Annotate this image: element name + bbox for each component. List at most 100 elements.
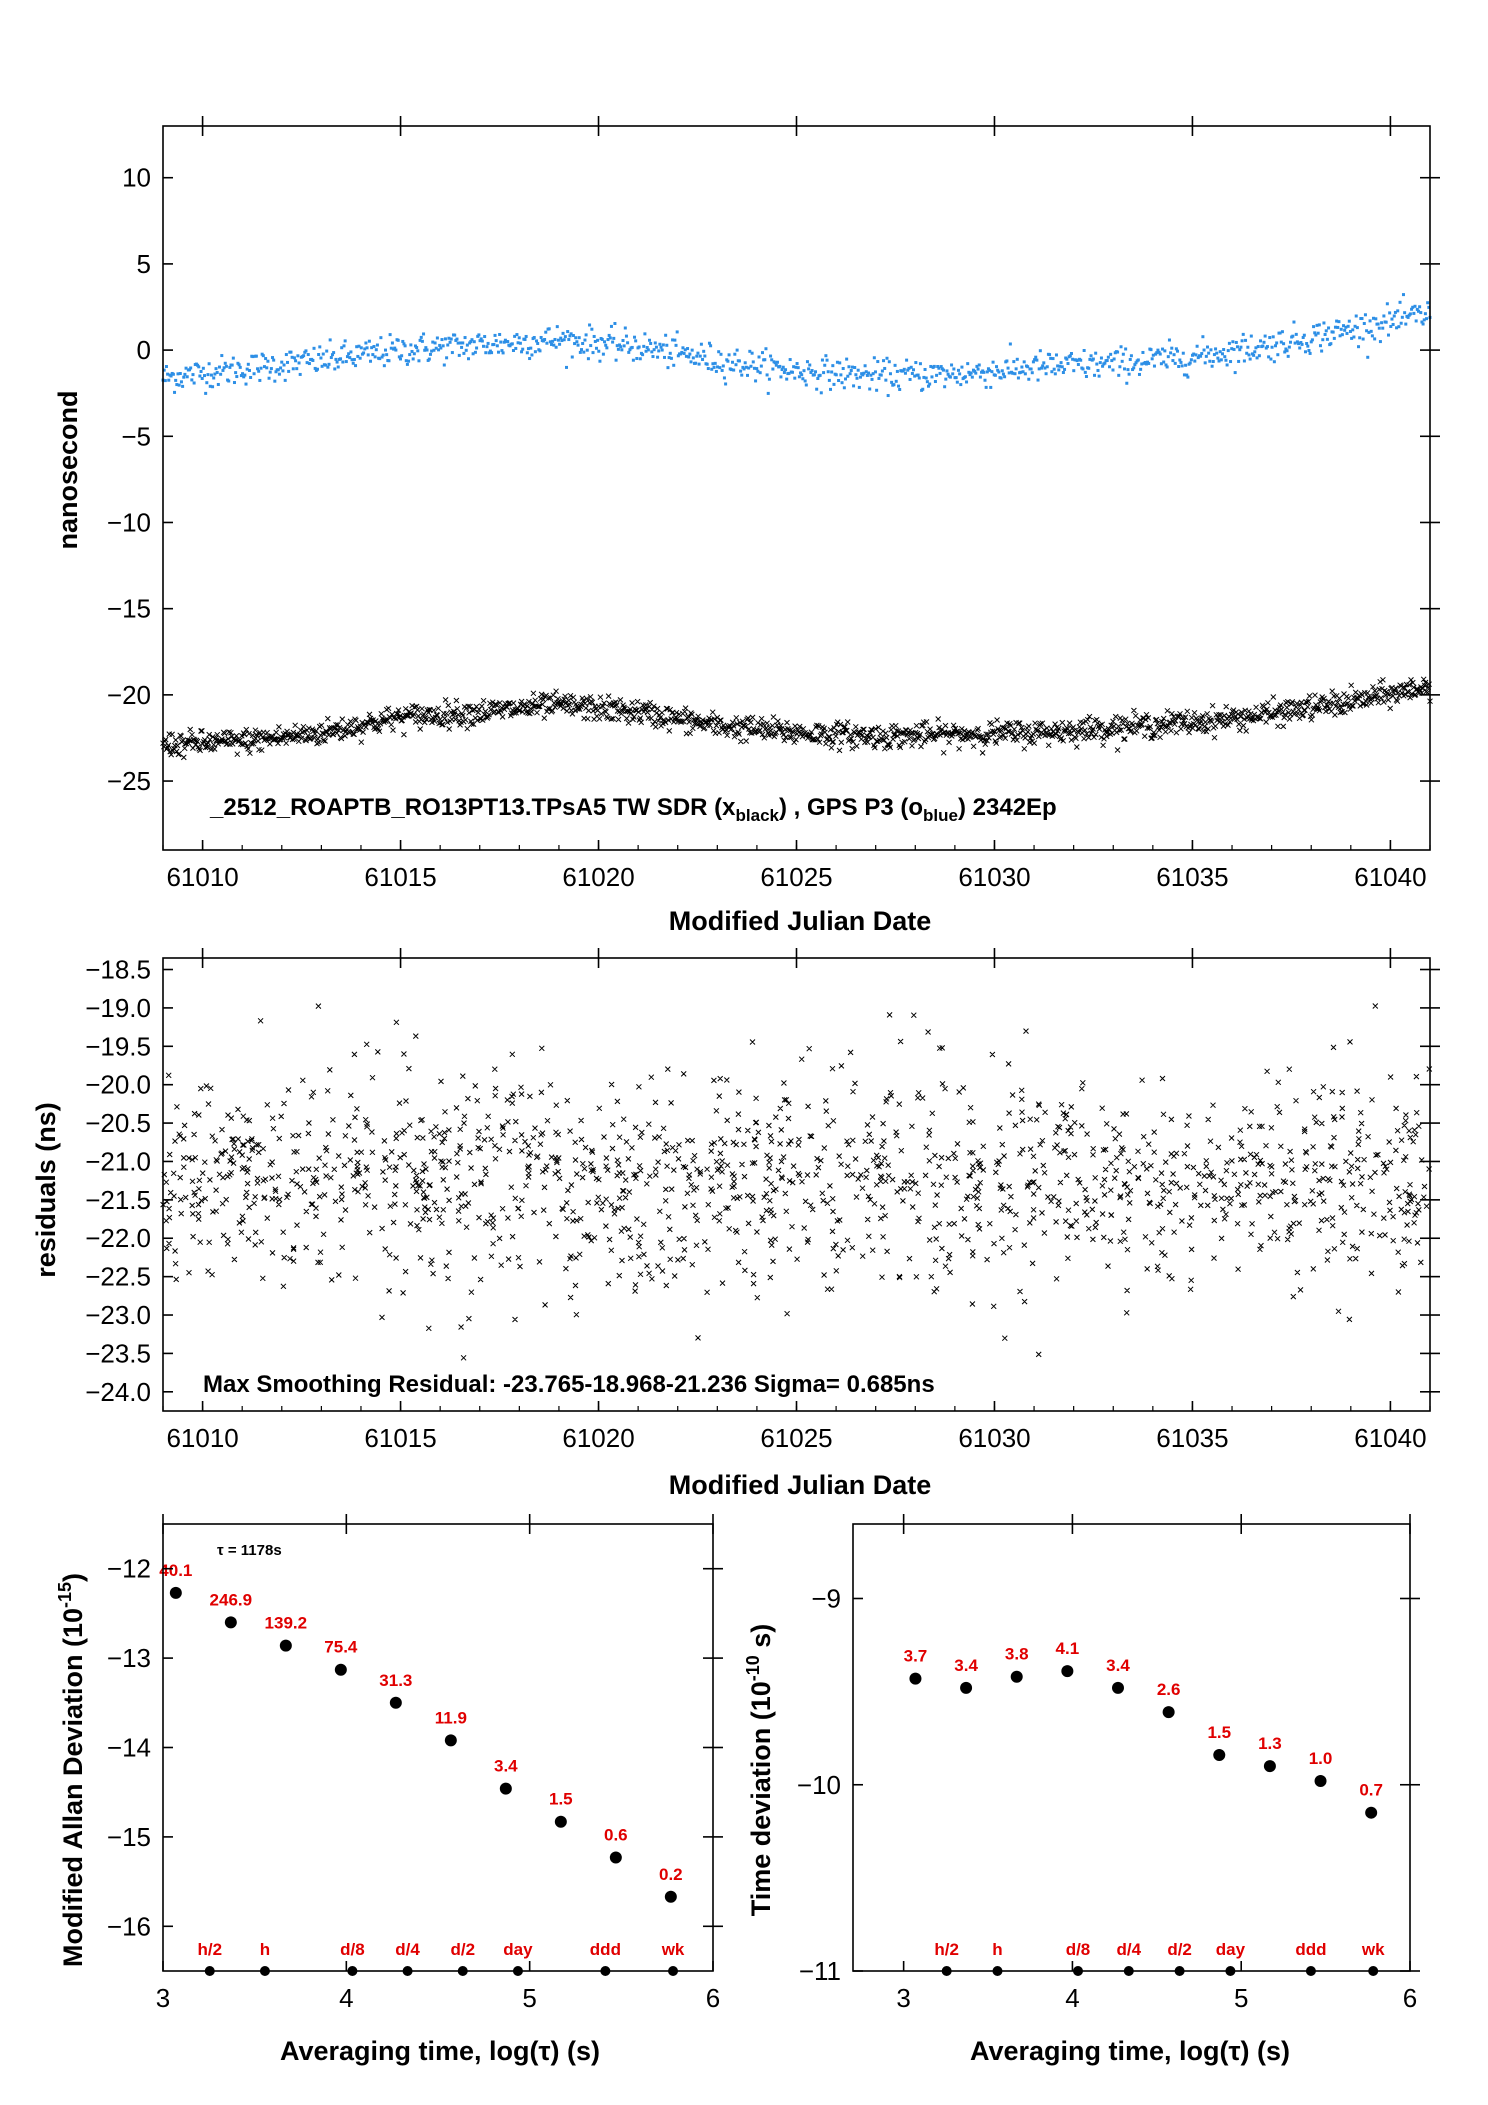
p1-gps-point bbox=[1006, 366, 1010, 370]
p1-gps-point bbox=[259, 366, 263, 370]
p1-gps-point bbox=[1111, 368, 1115, 372]
p1-gps-point bbox=[1061, 371, 1065, 375]
panel-tdev: 3.7 3.4 3.8 4.1 3.4 2.6 1.5 1.3 1.0 0.7 h/2 h d/8 d/4… bbox=[743, 1514, 1420, 2066]
p1-gps-point bbox=[413, 344, 417, 348]
p1-gps-point bbox=[518, 341, 522, 345]
p4-deviation-point bbox=[1365, 1806, 1378, 1819]
p1-gps-point bbox=[375, 343, 379, 347]
p1-gps-point bbox=[809, 370, 813, 374]
p1-gps-point bbox=[1235, 345, 1239, 349]
p1-gps-point bbox=[1079, 358, 1083, 362]
p1-gps-point bbox=[241, 372, 245, 376]
p4-interval-label: d/2 bbox=[1167, 1940, 1192, 1959]
p1-gps-point bbox=[983, 378, 987, 382]
p1-gps-point bbox=[897, 384, 901, 388]
p1-gps-point bbox=[621, 339, 625, 343]
p1-gps-point bbox=[545, 341, 549, 345]
p1-gps-point bbox=[325, 349, 329, 353]
p1-x-tick-label: 61035 bbox=[1156, 862, 1228, 892]
p1-gps-point bbox=[814, 370, 818, 374]
p1-gps-point bbox=[177, 383, 181, 387]
p1-gps-point bbox=[1137, 372, 1141, 376]
p1-gps-point bbox=[1219, 358, 1223, 362]
p1-gps-point bbox=[1205, 345, 1209, 349]
p1-gps-point bbox=[656, 355, 660, 359]
p1-gps-point bbox=[1034, 355, 1038, 359]
p1-gps-point bbox=[1261, 344, 1265, 348]
p1-gps-point bbox=[200, 377, 204, 381]
p1-gps-point bbox=[875, 388, 879, 392]
p1-gps-point bbox=[348, 356, 352, 360]
p1-gps-point bbox=[219, 372, 223, 376]
p1-gps-point bbox=[516, 341, 520, 345]
p1-gps-point bbox=[448, 340, 452, 344]
p1-gps-point bbox=[1355, 326, 1359, 330]
p1-gps-point bbox=[264, 357, 268, 361]
p1-gps-point bbox=[750, 351, 754, 355]
p3-point-label: 75.4 bbox=[324, 1638, 358, 1657]
p1-gps-point bbox=[914, 361, 918, 365]
p1-gps-point bbox=[871, 372, 875, 376]
p1-gps-point bbox=[321, 352, 325, 356]
p1-gps-point bbox=[927, 384, 931, 388]
p1-gps-point bbox=[1150, 357, 1154, 361]
p1-gps-point bbox=[703, 354, 707, 358]
p3-deviation-point bbox=[169, 1586, 182, 1599]
p1-gps-point bbox=[387, 359, 391, 363]
p1-gps-point bbox=[446, 343, 450, 347]
p1-gps-point bbox=[1144, 362, 1148, 366]
p1-gps-point bbox=[751, 360, 755, 364]
p1-gps-point bbox=[1336, 325, 1340, 329]
p1-gps-point bbox=[1378, 340, 1382, 344]
p1-gps-point bbox=[1005, 359, 1009, 363]
p1-gps-point bbox=[832, 382, 836, 386]
p1-gps-point bbox=[759, 364, 763, 368]
p1-gps-point bbox=[1059, 361, 1063, 365]
p1-gps-point bbox=[173, 390, 177, 394]
p3-deviation-point bbox=[389, 1696, 402, 1709]
p1-gps-point bbox=[732, 368, 736, 372]
p1-gps-point bbox=[1345, 331, 1349, 335]
p1-gps-point bbox=[481, 344, 485, 348]
p1-gps-point bbox=[912, 368, 916, 372]
p1-gps-point bbox=[746, 373, 750, 377]
p1-gps-point bbox=[1338, 334, 1342, 338]
p1-gps-point bbox=[1410, 307, 1414, 311]
p1-gps-point bbox=[1313, 331, 1317, 335]
p1-gps-point bbox=[298, 372, 302, 376]
p1-gps-point bbox=[357, 344, 361, 348]
p1-gps-point bbox=[975, 364, 979, 368]
p4-y-tick-label: −9 bbox=[811, 1584, 841, 1614]
p1-gps-point bbox=[181, 384, 185, 388]
p4-interval-label: wk bbox=[1361, 1940, 1385, 1959]
p1-gps-point bbox=[1318, 344, 1322, 348]
p1-gps-point bbox=[748, 349, 752, 353]
p2-residual-points bbox=[160, 1003, 1433, 1361]
p1-gps-point bbox=[1238, 348, 1242, 352]
p1-gps-point bbox=[1141, 350, 1145, 354]
p1-gps-point bbox=[886, 394, 890, 398]
p1-gps-point bbox=[265, 366, 269, 370]
p1-gps-point bbox=[1089, 354, 1093, 358]
p1-gps-point bbox=[370, 346, 374, 350]
p1-gps-point bbox=[697, 362, 701, 366]
p1-x-tick-label: 61030 bbox=[958, 862, 1030, 892]
p1-gps-point bbox=[1015, 357, 1019, 361]
p1-gps-point bbox=[967, 370, 971, 374]
p1-gps-point bbox=[1136, 358, 1140, 362]
p1-gps-point bbox=[493, 333, 497, 337]
p1-gps-point bbox=[841, 367, 845, 371]
p1-gps-point bbox=[906, 368, 910, 372]
p1-gps-point bbox=[584, 333, 588, 337]
p4-deviation-point bbox=[1263, 1760, 1276, 1773]
p1-gps-point bbox=[643, 332, 647, 336]
p1-gps-point bbox=[502, 340, 506, 344]
p1-gps-point bbox=[605, 346, 609, 350]
p1-gps-point bbox=[485, 345, 489, 349]
p2-annotation: Max Smoothing Residual: -23.765-18.968-2… bbox=[203, 1371, 935, 1398]
p1-gps-point bbox=[517, 336, 521, 340]
p1-gps-point bbox=[734, 363, 738, 367]
p1-gps-point bbox=[1301, 335, 1305, 339]
p1-gps-point bbox=[513, 334, 517, 338]
p1-gps-point bbox=[182, 375, 186, 379]
